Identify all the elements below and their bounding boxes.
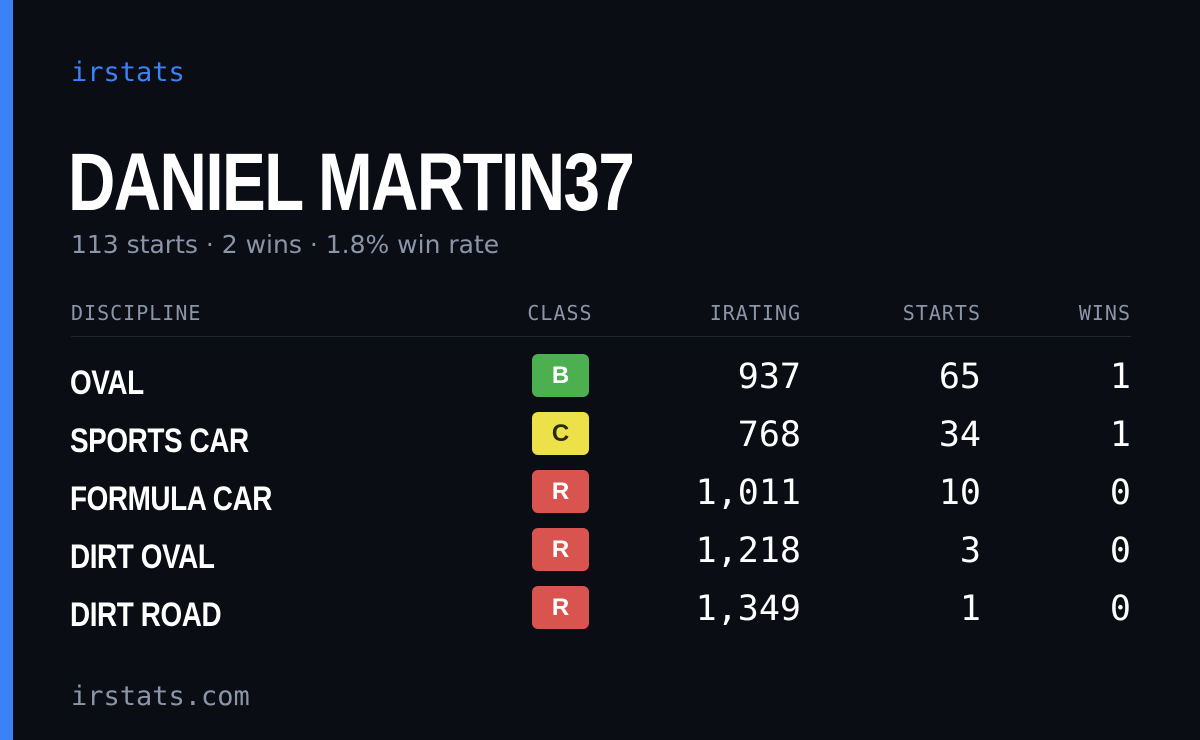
wins-value: 1 [1109,415,1131,455]
license-class-badge: C [532,412,589,455]
header-wins: WINS [1078,301,1131,325]
license-class-badge: B [532,354,589,397]
discipline-name: SPORTS CAR [70,422,249,460]
header-divider [71,336,1131,337]
starts-value: 65 [938,357,981,397]
table-row: OVAL B 937 65 1 [0,354,1200,412]
header-class: CLASS [527,301,593,325]
license-class-badge: R [532,586,589,629]
irating-value: 1,218 [695,531,801,571]
footer-site-url: irstats.com [71,681,250,712]
license-class-badge: R [532,528,589,571]
driver-name: DANIEL MARTIN37 [68,137,635,228]
irating-value: 937 [737,357,801,397]
discipline-name: DIRT OVAL [70,538,215,576]
starts-value: 34 [938,415,981,455]
header-irating: IRATING [709,301,801,325]
irating-value: 1,011 [695,473,801,513]
table-row: SPORTS CAR C 768 34 1 [0,412,1200,470]
discipline-name: FORMULA CAR [70,480,272,518]
starts-value: 10 [938,473,981,513]
starts-value: 3 [959,531,981,571]
wins-value: 1 [1109,357,1131,397]
irating-value: 768 [737,415,801,455]
accent-bar [0,0,13,740]
brand-logo-text: irstats [71,57,185,88]
discipline-name: DIRT ROAD [70,596,222,634]
wins-value: 0 [1109,531,1131,571]
license-class-badge: R [532,470,589,513]
header-discipline: DISCIPLINE [71,301,202,325]
irating-value: 1,349 [695,589,801,629]
driver-summary: 113 starts · 2 wins · 1.8% win rate [71,230,500,259]
wins-value: 0 [1109,589,1131,629]
starts-value: 1 [959,589,981,629]
discipline-name: OVAL [70,364,144,402]
wins-value: 0 [1109,473,1131,513]
table-row: DIRT ROAD R 1,349 1 0 [0,586,1200,644]
header-starts: STARTS [902,301,981,325]
table-row: DIRT OVAL R 1,218 3 0 [0,528,1200,586]
table-row: FORMULA CAR R 1,011 10 0 [0,470,1200,528]
